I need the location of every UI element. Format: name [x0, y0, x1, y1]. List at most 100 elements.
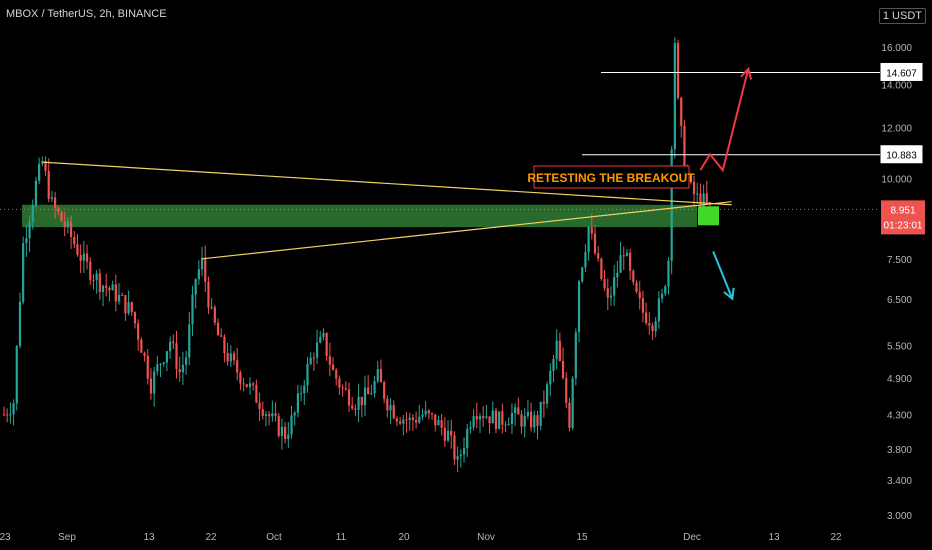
price-tick-label: 5.500: [887, 342, 912, 353]
candle-body: [127, 302, 130, 314]
current-price-label: 8.951 01:23:01: [881, 200, 925, 235]
candle-body: [584, 252, 587, 268]
candle-body: [641, 298, 645, 313]
bullish-projection-arrow[interactable]: [699, 66, 753, 173]
trendline[interactable]: [201, 201, 732, 260]
candle-body: [590, 226, 593, 234]
price-tick-label: 3.800: [887, 445, 912, 456]
candle-body: [232, 353, 236, 361]
currency-selector[interactable]: 1 USDT: [878, 8, 926, 24]
candle-body: [517, 407, 520, 415]
candle-body: [69, 221, 73, 237]
candle-body: [184, 357, 188, 365]
candle-body: [121, 294, 124, 296]
candle-body: [325, 333, 328, 357]
candle-body: [370, 393, 373, 395]
price-axis[interactable]: 16.000 14.000 12.000 10.000 7.500 6.500 5.500 4…: [881, 43, 912, 522]
candle-body: [667, 260, 670, 287]
candle-body: [156, 364, 159, 372]
candle-body: [143, 352, 146, 356]
candle-body: [597, 253, 600, 259]
candle-body: [587, 226, 590, 253]
candle-body: [549, 370, 552, 385]
candle-body: [255, 384, 258, 403]
candle-body: [101, 285, 105, 292]
candle-body: [331, 364, 335, 370]
candle-body: [414, 419, 418, 423]
candle-body: [25, 238, 28, 244]
trendline[interactable]: [42, 161, 732, 206]
price-tick-label: 4.300: [887, 410, 912, 421]
candle-body: [54, 197, 57, 208]
price-tick-label: 12.000: [881, 123, 912, 134]
candle-body: [351, 405, 354, 409]
price-tick-label: 16.000: [881, 43, 912, 54]
candle-body: [581, 267, 584, 282]
candle-body: [92, 279, 95, 281]
candle-body: [133, 312, 137, 324]
candle-body: [137, 323, 140, 340]
time-tick-label: Nov: [477, 532, 495, 543]
candle-body: [274, 413, 277, 416]
candle-body: [105, 285, 108, 288]
bearish-projection-arrow[interactable]: [712, 251, 735, 301]
candle-body: [82, 253, 85, 261]
candle-body: [284, 426, 287, 439]
candle-body: [469, 427, 472, 429]
candle-body: [140, 339, 143, 353]
candle-body: [520, 414, 523, 427]
candle-body: [395, 418, 399, 422]
candle-body: [402, 419, 405, 424]
candle-body: [315, 342, 319, 358]
candle-body: [648, 323, 651, 326]
candle-body: [15, 346, 18, 404]
candle-body: [280, 426, 284, 436]
candle-body: [268, 414, 271, 417]
candle-body: [472, 416, 475, 428]
candle-body: [491, 410, 494, 424]
candle-body: [651, 325, 654, 332]
candle-body: [287, 434, 290, 439]
annotation-box: [533, 165, 690, 189]
candle-body: [303, 385, 306, 394]
candle-body: [178, 369, 181, 373]
candle-body: [670, 149, 673, 261]
candle-body: [440, 419, 443, 428]
candle-body: [702, 193, 705, 209]
candle-body: [676, 42, 680, 98]
time-axis[interactable]: 23 Sep 13 22 Oct 11 20 Nov 15 Dec 13 22: [0, 532, 842, 543]
candle-body: [680, 97, 683, 126]
candle-body: [277, 415, 280, 436]
candle-body: [613, 277, 616, 296]
price-tick-label: 10.000: [881, 174, 912, 185]
candle-body: [197, 269, 200, 280]
annotation-retest[interactable]: RETESTING THE BREAKOUT: [527, 165, 695, 189]
candle-body: [542, 401, 545, 404]
candle-body: [293, 412, 296, 416]
candle-body: [124, 295, 127, 314]
candle-body: [692, 181, 696, 195]
candle-body: [593, 233, 597, 254]
bearish-projection-arrow-head: [723, 287, 735, 301]
candle-body: [539, 401, 542, 426]
candle-body: [108, 287, 111, 291]
candle-body: [229, 353, 232, 362]
candle-body: [635, 282, 638, 292]
candle-body: [510, 413, 514, 425]
drawings-layer: RETESTING THE BREAKOUT: [42, 66, 880, 301]
time-tick-label: Oct: [266, 532, 282, 543]
candle-body: [31, 205, 34, 222]
candle-body: [533, 415, 536, 428]
time-tick-label: 20: [398, 532, 410, 543]
candle-body: [290, 415, 293, 435]
price-tick-label: 4.900: [887, 374, 912, 385]
candle-body: [242, 383, 245, 385]
candle-body: [379, 369, 383, 383]
candle-body: [629, 252, 632, 271]
support-zone: [22, 204, 697, 228]
candle-body: [622, 255, 625, 257]
candle-body: [226, 352, 229, 362]
candle-body: [485, 416, 488, 418]
candle-body: [344, 388, 347, 390]
